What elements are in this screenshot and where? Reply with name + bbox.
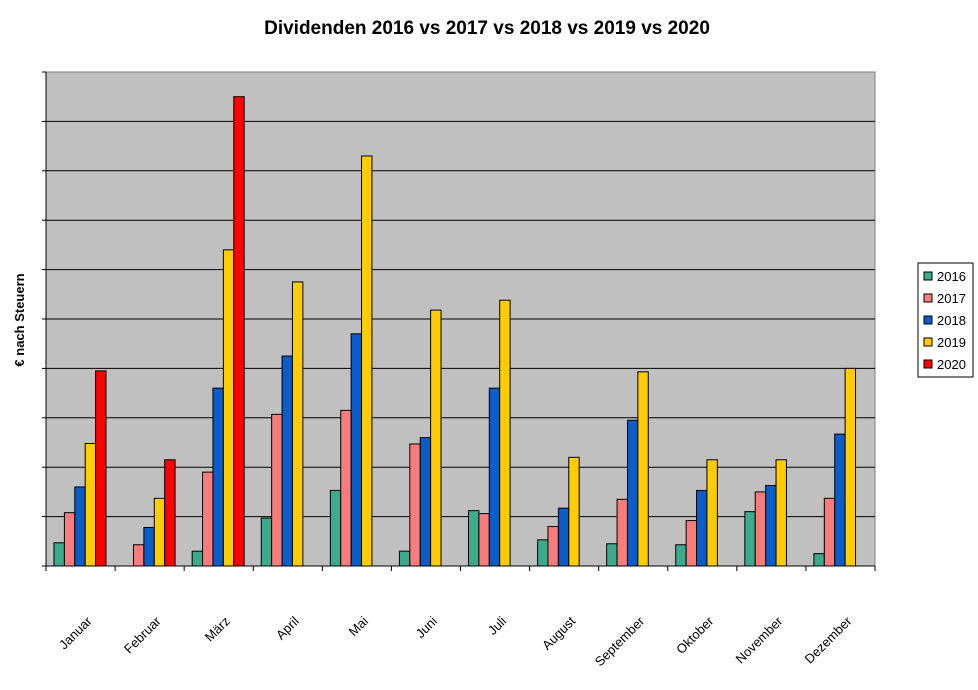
bar-2016-juli — [468, 510, 480, 567]
bar-2019-juni — [430, 309, 442, 567]
bar-2017-august — [547, 525, 559, 567]
bar-2017-juli — [478, 513, 490, 567]
bar-2016-märz — [191, 550, 204, 567]
x-tick-label: April — [273, 613, 302, 642]
axes — [42, 71, 876, 571]
bar-2017-september — [616, 498, 628, 567]
x-tick-label: Februar — [121, 613, 164, 656]
legend-label: 2017 — [937, 291, 966, 306]
legend-swatch — [923, 271, 933, 281]
legend-label: 2020 — [937, 357, 966, 372]
bar-2018-januar — [74, 486, 86, 567]
legend-swatch — [923, 315, 933, 325]
x-tick-label: September — [592, 613, 648, 669]
bar-2019-januar — [84, 442, 97, 567]
bar-2016-oktober — [675, 544, 687, 567]
bar-2016-august — [537, 539, 549, 567]
bar-2017-oktober — [685, 520, 698, 567]
bar-2016-september — [606, 543, 618, 567]
bar-2018-märz — [212, 387, 224, 567]
bar-2016-november — [744, 511, 756, 567]
legend[interactable]: 2016 2017 2018 2019 2020 — [917, 262, 974, 378]
bar-2019-april — [291, 281, 304, 567]
bar-2018-mai — [350, 333, 363, 567]
x-tick-labels: Januar Februar März April Mai Juni Juli August S… — [56, 613, 855, 669]
bar-2016-dezember — [813, 553, 825, 567]
y-axis-label: € nach Steuern — [12, 273, 27, 366]
chart-title: Dividenden 2016 vs 2017 vs 2018 vs 2019 … — [264, 18, 710, 39]
bar-2017-mai — [340, 409, 352, 567]
x-tick-label: März — [202, 614, 233, 645]
x-tick-label: Oktober — [673, 613, 717, 657]
bar-2018-oktober — [696, 489, 708, 567]
legend-swatch — [923, 337, 933, 347]
gridlines — [46, 120, 875, 518]
x-tick-label: Januar — [56, 613, 95, 652]
bar-2016-mai — [329, 489, 342, 567]
bar-2019-märz — [222, 249, 235, 567]
x-tick-label: Dezember — [802, 613, 855, 666]
bar-2018-august — [557, 507, 570, 567]
bar-2018-april — [281, 355, 293, 567]
bar-2019-dezember — [844, 367, 857, 567]
bar-2018-september — [626, 419, 639, 567]
bar-2016-januar — [53, 542, 65, 567]
bar-2018-februar — [143, 526, 155, 567]
legend-label: 2016 — [937, 269, 966, 284]
bar-2018-juni — [419, 437, 432, 567]
bar-2017-juni — [409, 443, 421, 567]
bar-2017-märz — [202, 471, 214, 567]
bars — [53, 96, 857, 567]
bar-2019-september — [637, 371, 649, 567]
bar-2020-januar — [95, 370, 107, 567]
bar-2017-dezember — [823, 497, 836, 567]
bar-2019-juli — [499, 299, 511, 567]
legend-label: 2018 — [937, 313, 966, 328]
bar-2018-juli — [488, 387, 501, 567]
x-tick-label: Juni — [413, 613, 441, 641]
x-tick-label: November — [732, 613, 785, 666]
bar-2017-november — [754, 491, 767, 567]
x-tick-label: August — [539, 613, 578, 652]
bar-2020-februar — [164, 459, 176, 567]
legend-label: 2019 — [937, 335, 966, 350]
bar-2019-august — [568, 456, 580, 567]
bar-2019-oktober — [706, 459, 718, 567]
bar-2018-november — [765, 484, 777, 567]
bar-2017-januar — [63, 512, 76, 567]
x-tick-label: Mai — [346, 613, 371, 638]
bar-2017-april — [271, 413, 283, 567]
bar-2019-november — [775, 459, 787, 567]
bar-2018-dezember — [834, 433, 846, 567]
legend-swatch — [923, 359, 933, 369]
bar-2019-februar — [153, 497, 166, 567]
bar-2016-juni — [398, 550, 411, 567]
bar-2020-märz — [233, 96, 245, 567]
x-tick-label: Juli — [485, 613, 509, 637]
bar-2017-februar — [132, 544, 145, 567]
legend-swatch — [923, 293, 933, 303]
bar-2019-mai — [361, 155, 373, 567]
bar-2016-april — [260, 517, 273, 567]
